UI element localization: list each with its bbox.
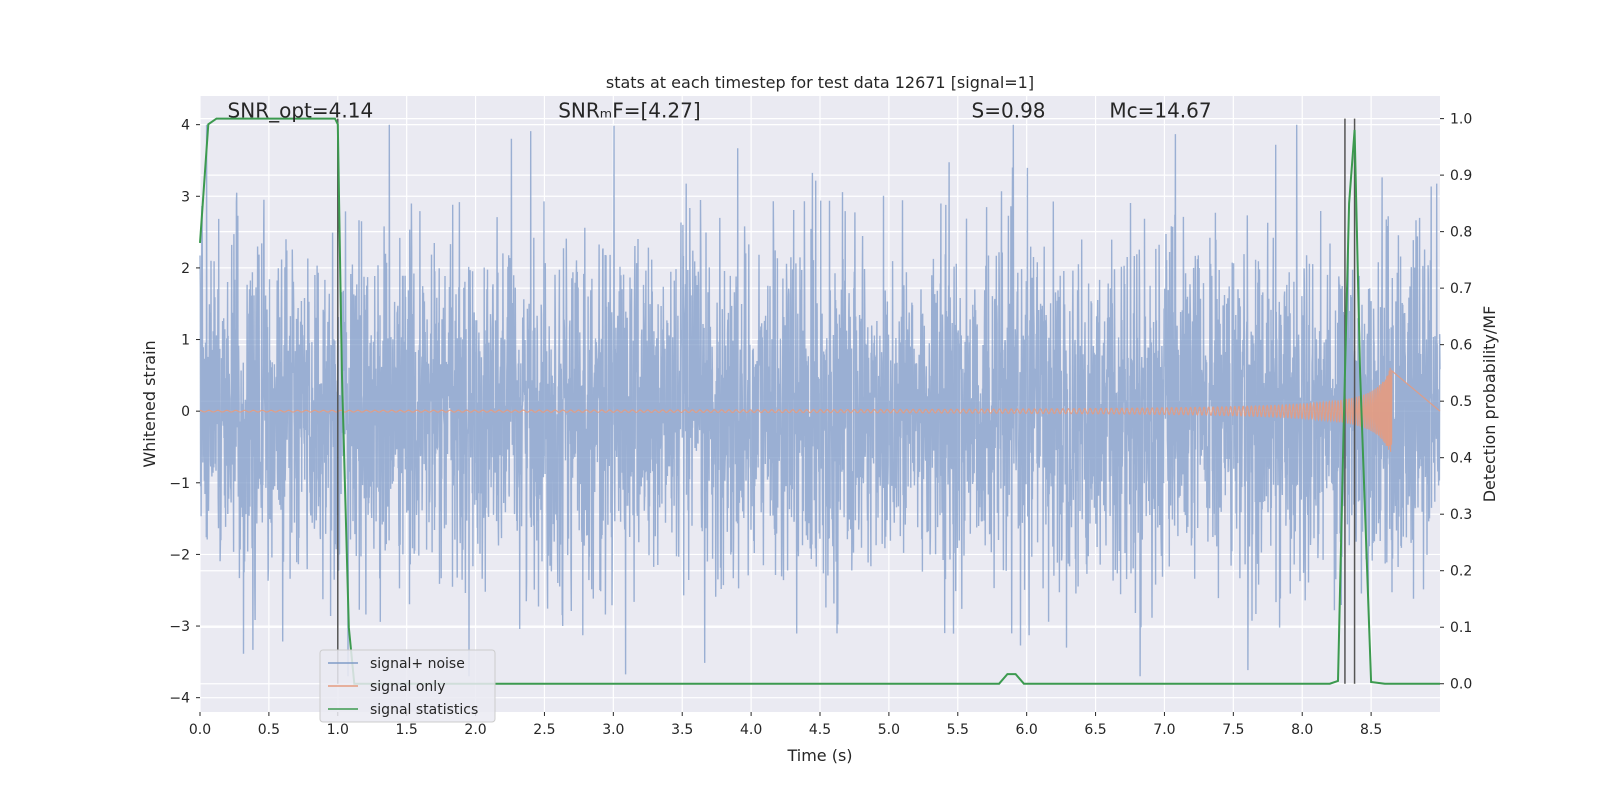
x-tick-label: 3.5 — [671, 722, 693, 738]
y-tick-label-right: 0.8 — [1450, 225, 1472, 241]
x-tick-label: 8.0 — [1291, 722, 1313, 738]
y-tick-label-right: 0.5 — [1450, 394, 1472, 410]
y-tick-label-right: 1.0 — [1450, 112, 1472, 128]
x-tick-label: 8.5 — [1360, 722, 1382, 738]
series-signal-statistics — [199, 117, 1440, 685]
x-tick-label: 7.0 — [1153, 722, 1175, 738]
y-tick-label-right: 0.1 — [1450, 620, 1472, 636]
legend-label-signal-only: signal only — [370, 679, 445, 695]
x-axis-label: Time (s) — [786, 746, 852, 765]
x-tick-label: 0.5 — [258, 722, 280, 738]
legend-box — [319, 649, 496, 723]
legend-label-signal-noise: signal+ noise — [370, 656, 465, 672]
series-signal-noise — [199, 124, 1441, 677]
y-tick-label-left: 4 — [181, 118, 190, 134]
x-tick-label: 6.0 — [1016, 722, 1038, 738]
y-axis-label-right: Detection probability/MF — [1480, 306, 1499, 503]
x-tick-label: 6.5 — [1084, 722, 1106, 738]
x-tick-label: 0.0 — [189, 722, 211, 738]
chart-title: stats at each timestep for test data 126… — [606, 73, 1034, 92]
y-tick-label-right: 0.9 — [1450, 168, 1472, 184]
y-tick-label-left: 3 — [181, 189, 190, 205]
y-tick-label-left: −3 — [169, 619, 190, 635]
y-tick-label-right: 0.3 — [1450, 507, 1472, 523]
line-signal-only — [199, 367, 1441, 452]
y-tick-label-right: 0.7 — [1450, 281, 1472, 297]
y-ticks-left: 4 3 2 1 0 −1 −2 −3 −4 — [169, 118, 200, 707]
x-tick-label: 1.5 — [396, 722, 418, 738]
y-tick-label-right: 0.0 — [1450, 677, 1472, 693]
legend: signal+ noise signal only signal statist… — [319, 649, 496, 723]
y-tick-label-left: 1 — [181, 333, 190, 349]
x-tick-label: 4.0 — [740, 722, 762, 738]
annotations: SNR_opt=4.14 SNRₘF=[4.27] S=0.98 Mᴄ=14.67 — [228, 98, 1212, 122]
annotation-text: SNR_opt=4.14 — [228, 98, 374, 122]
x-tick-label: 3.0 — [602, 722, 624, 738]
y-tick-label-left: 2 — [181, 261, 190, 277]
x-tick-label: 4.5 — [809, 722, 831, 738]
y-tick-label-left: −2 — [169, 547, 190, 563]
y-tick-label-left: 0 — [181, 404, 190, 420]
x-tick-label: 5.0 — [878, 722, 900, 738]
x-tick-label: 2.0 — [464, 722, 486, 738]
y-tick-label-left: −1 — [169, 476, 190, 492]
x-ticks: 0.0 0.5 1.0 1.5 2.0 2.5 3.0 3.5 4.0 4.5 5.0 5.5 6.0 6… — [189, 712, 1382, 738]
annotation-text: Mᴄ=14.67 — [1109, 98, 1211, 122]
y-axis-label-left: Whitened strain — [140, 340, 159, 467]
x-tick-label: 7.5 — [1222, 722, 1244, 738]
x-tick-label: 5.5 — [947, 722, 969, 738]
x-tick-label: 1.0 — [327, 722, 349, 738]
y-ticks-right: 1.0 0.9 0.8 0.7 0.6 0.5 0.4 0.3 0.2 0.1 0.0 — [1440, 112, 1472, 693]
y-tick-label-right: 0.4 — [1450, 451, 1472, 467]
line-signal-noise — [199, 124, 1441, 677]
line-signal-statistics — [199, 117, 1440, 685]
annotation-text: S=0.98 — [972, 98, 1046, 122]
legend-label-signal-statistics: signal statistics — [370, 702, 478, 718]
y-tick-label-left: −4 — [169, 691, 190, 707]
y-tick-label-right: 0.6 — [1450, 338, 1472, 354]
annotation-text: SNRₘF=[4.27] — [558, 98, 700, 122]
x-tick-label: 2.5 — [533, 722, 555, 738]
series-signal-only — [199, 367, 1441, 452]
y-tick-label-right: 0.2 — [1450, 564, 1472, 580]
